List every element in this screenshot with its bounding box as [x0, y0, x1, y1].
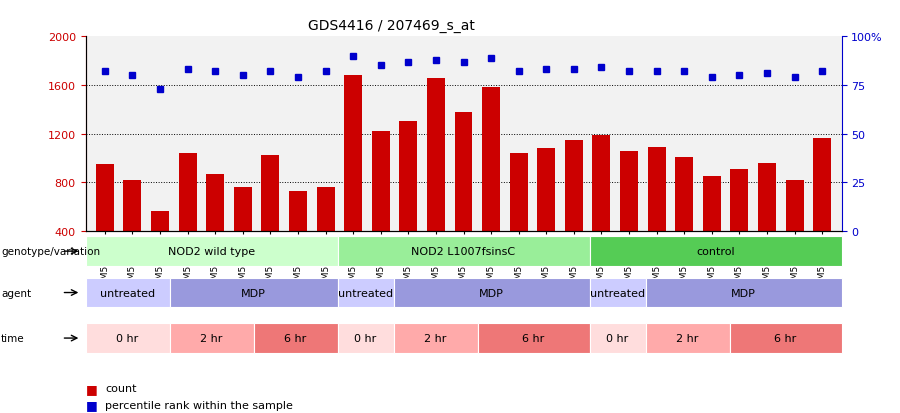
Bar: [261, 156, 279, 280]
Bar: [814, 139, 832, 280]
Text: time: time: [1, 333, 24, 343]
Text: untreated: untreated: [590, 288, 645, 298]
Bar: [151, 212, 169, 280]
Text: untreated: untreated: [338, 288, 393, 298]
Bar: [400, 122, 418, 280]
Text: ■: ■: [86, 382, 97, 395]
Text: MDP: MDP: [479, 288, 504, 298]
Bar: [206, 174, 224, 280]
Bar: [786, 180, 804, 280]
Text: NOD2 L1007fsinsC: NOD2 L1007fsinsC: [411, 247, 516, 256]
Bar: [537, 149, 555, 280]
Bar: [565, 140, 583, 280]
Text: count: count: [105, 383, 137, 393]
Bar: [289, 191, 307, 280]
Text: GDS4416 / 207469_s_at: GDS4416 / 207469_s_at: [308, 19, 475, 33]
Bar: [454, 112, 472, 280]
Text: 2 hr: 2 hr: [424, 333, 446, 343]
Text: genotype/variation: genotype/variation: [1, 247, 100, 256]
Bar: [648, 147, 666, 280]
Bar: [372, 132, 390, 280]
Text: 6 hr: 6 hr: [774, 333, 796, 343]
Bar: [427, 78, 445, 280]
Text: 6 hr: 6 hr: [522, 333, 544, 343]
Bar: [178, 154, 196, 280]
Bar: [703, 177, 721, 280]
Text: 6 hr: 6 hr: [284, 333, 307, 343]
Bar: [758, 163, 776, 280]
Text: untreated: untreated: [100, 288, 155, 298]
Text: 0 hr: 0 hr: [355, 333, 376, 343]
Bar: [123, 180, 141, 280]
Bar: [317, 188, 335, 280]
Text: 2 hr: 2 hr: [201, 333, 222, 343]
Text: NOD2 wild type: NOD2 wild type: [168, 247, 255, 256]
Bar: [675, 157, 693, 280]
Text: agent: agent: [1, 288, 31, 298]
Bar: [95, 164, 113, 280]
Text: control: control: [697, 247, 734, 256]
Text: 0 hr: 0 hr: [607, 333, 628, 343]
Text: MDP: MDP: [731, 288, 756, 298]
Bar: [509, 154, 527, 280]
Bar: [592, 135, 610, 280]
Text: ■: ■: [86, 398, 97, 411]
Bar: [234, 188, 252, 280]
Text: 2 hr: 2 hr: [676, 333, 698, 343]
Bar: [482, 88, 500, 280]
Text: percentile rank within the sample: percentile rank within the sample: [105, 400, 293, 410]
Bar: [731, 169, 749, 280]
Bar: [620, 151, 638, 280]
Text: MDP: MDP: [241, 288, 266, 298]
Bar: [344, 76, 362, 280]
Text: 0 hr: 0 hr: [116, 333, 139, 343]
